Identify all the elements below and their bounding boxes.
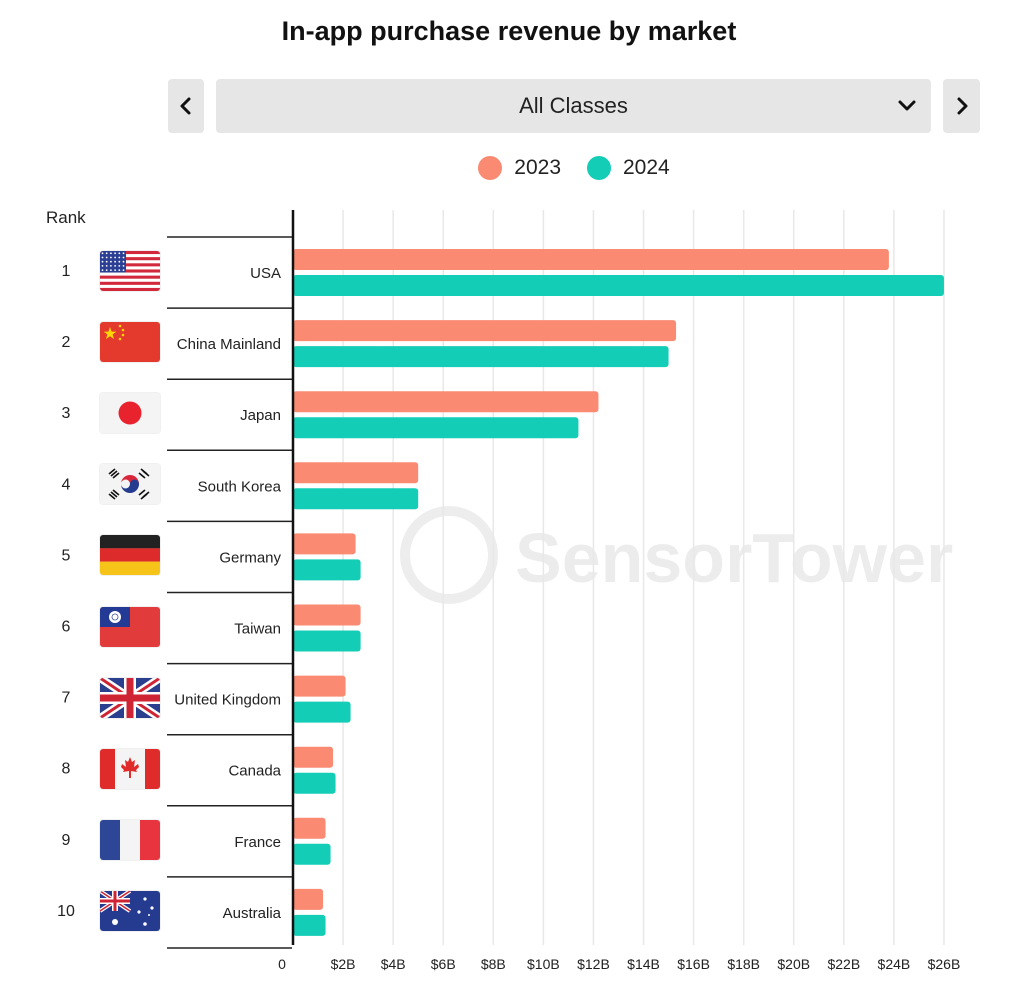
x-tick-label: 0 bbox=[278, 956, 286, 972]
x-tick-label: $22B bbox=[827, 956, 860, 972]
bar-2024-united-kingdom bbox=[293, 701, 351, 723]
x-tick-label: $10B bbox=[527, 956, 560, 972]
rank-number: 9 bbox=[62, 832, 71, 849]
x-tick-label: $16B bbox=[677, 956, 710, 972]
canada-flag bbox=[100, 748, 160, 789]
category-label: USA bbox=[250, 265, 281, 282]
rank-number: 6 bbox=[62, 619, 71, 636]
rank-header: Rank bbox=[46, 208, 86, 227]
australia-flag bbox=[100, 890, 160, 931]
south-korea-flag bbox=[100, 464, 160, 505]
uk-flag bbox=[100, 677, 160, 718]
chart-legend: 2023 2024 bbox=[0, 156, 1024, 180]
chevron-right-icon bbox=[955, 96, 969, 116]
usa-flag bbox=[100, 251, 160, 291]
france-flag bbox=[100, 819, 160, 860]
category-label: Japan bbox=[240, 407, 281, 424]
x-tick-label: $26B bbox=[928, 956, 961, 972]
rank-number: 2 bbox=[62, 334, 71, 351]
legend-item-2024[interactable]: 2024 bbox=[587, 156, 670, 180]
bar-2023-canada bbox=[293, 746, 334, 768]
china-flag bbox=[100, 322, 160, 363]
category-label: Canada bbox=[228, 763, 281, 780]
rank-number: 8 bbox=[62, 761, 71, 778]
x-tick-label: $2B bbox=[331, 956, 356, 972]
dropdown-value: All Classes bbox=[519, 93, 628, 118]
category-label: France bbox=[234, 834, 281, 851]
x-tick-label: $6B bbox=[431, 956, 456, 972]
x-tick-label: $20B bbox=[777, 956, 810, 972]
bar-2023-germany bbox=[293, 533, 356, 555]
previous-button[interactable] bbox=[168, 79, 204, 133]
class-dropdown[interactable]: All Classes bbox=[216, 79, 931, 133]
bar-2024-japan bbox=[293, 417, 579, 439]
bar-2024-australia bbox=[293, 914, 326, 936]
legend-item-2023[interactable]: 2023 bbox=[478, 156, 561, 180]
x-tick-label: $24B bbox=[878, 956, 911, 972]
bar-2024-usa bbox=[293, 275, 944, 296]
x-tick-label: $4B bbox=[381, 956, 406, 972]
rank-number: 5 bbox=[62, 547, 71, 564]
watermark-logo: SensorTower bbox=[400, 506, 953, 604]
bar-2023-usa bbox=[293, 249, 889, 270]
bar-2023-japan bbox=[293, 391, 599, 413]
legend-swatch-2024 bbox=[587, 156, 611, 180]
japan-flag bbox=[100, 393, 160, 434]
bar-2023-united-kingdom bbox=[293, 675, 346, 697]
bar-2024-south-korea bbox=[293, 488, 419, 510]
rank-number: 1 bbox=[62, 263, 71, 280]
bar-2023-france bbox=[293, 817, 326, 839]
rank-number: 7 bbox=[62, 690, 71, 707]
category-label: Germany bbox=[219, 549, 281, 566]
category-label: Australia bbox=[223, 905, 282, 922]
x-tick-label: $12B bbox=[577, 956, 610, 972]
watermark-text: SensorTower bbox=[515, 519, 953, 597]
germany-flag bbox=[100, 535, 160, 576]
legend-label-2023: 2023 bbox=[514, 156, 561, 179]
legend-swatch-2023 bbox=[478, 156, 503, 180]
legend-label-2024: 2024 bbox=[623, 156, 670, 179]
bar-2024-china-mainland bbox=[293, 346, 669, 368]
category-label: United Kingdom bbox=[174, 692, 281, 709]
x-tick-label: $18B bbox=[727, 956, 760, 972]
bar-2023-south-korea bbox=[293, 462, 419, 484]
bar-2024-canada bbox=[293, 772, 336, 794]
chevron-left-icon bbox=[179, 96, 193, 116]
rank-number: 3 bbox=[62, 405, 71, 422]
bar-2024-france bbox=[293, 843, 331, 865]
category-label: South Korea bbox=[198, 478, 282, 495]
rank-number: 4 bbox=[62, 476, 71, 493]
x-tick-label: $14B bbox=[627, 956, 660, 972]
x-tick-label: $8B bbox=[481, 956, 506, 972]
category-label: Taiwan bbox=[234, 621, 281, 638]
bar-2023-australia bbox=[293, 888, 324, 910]
chevron-down-icon bbox=[897, 97, 917, 118]
next-button[interactable] bbox=[943, 79, 980, 133]
rank-number: 10 bbox=[57, 903, 75, 920]
bar-2024-taiwan bbox=[293, 630, 361, 652]
bar-2023-china-mainland bbox=[293, 320, 677, 342]
category-label: China Mainland bbox=[177, 336, 281, 353]
bar-2023-taiwan bbox=[293, 604, 361, 626]
chart-title: In-app purchase revenue by market bbox=[281, 16, 737, 46]
bar-2024-germany bbox=[293, 559, 361, 581]
taiwan-flag bbox=[100, 606, 160, 647]
